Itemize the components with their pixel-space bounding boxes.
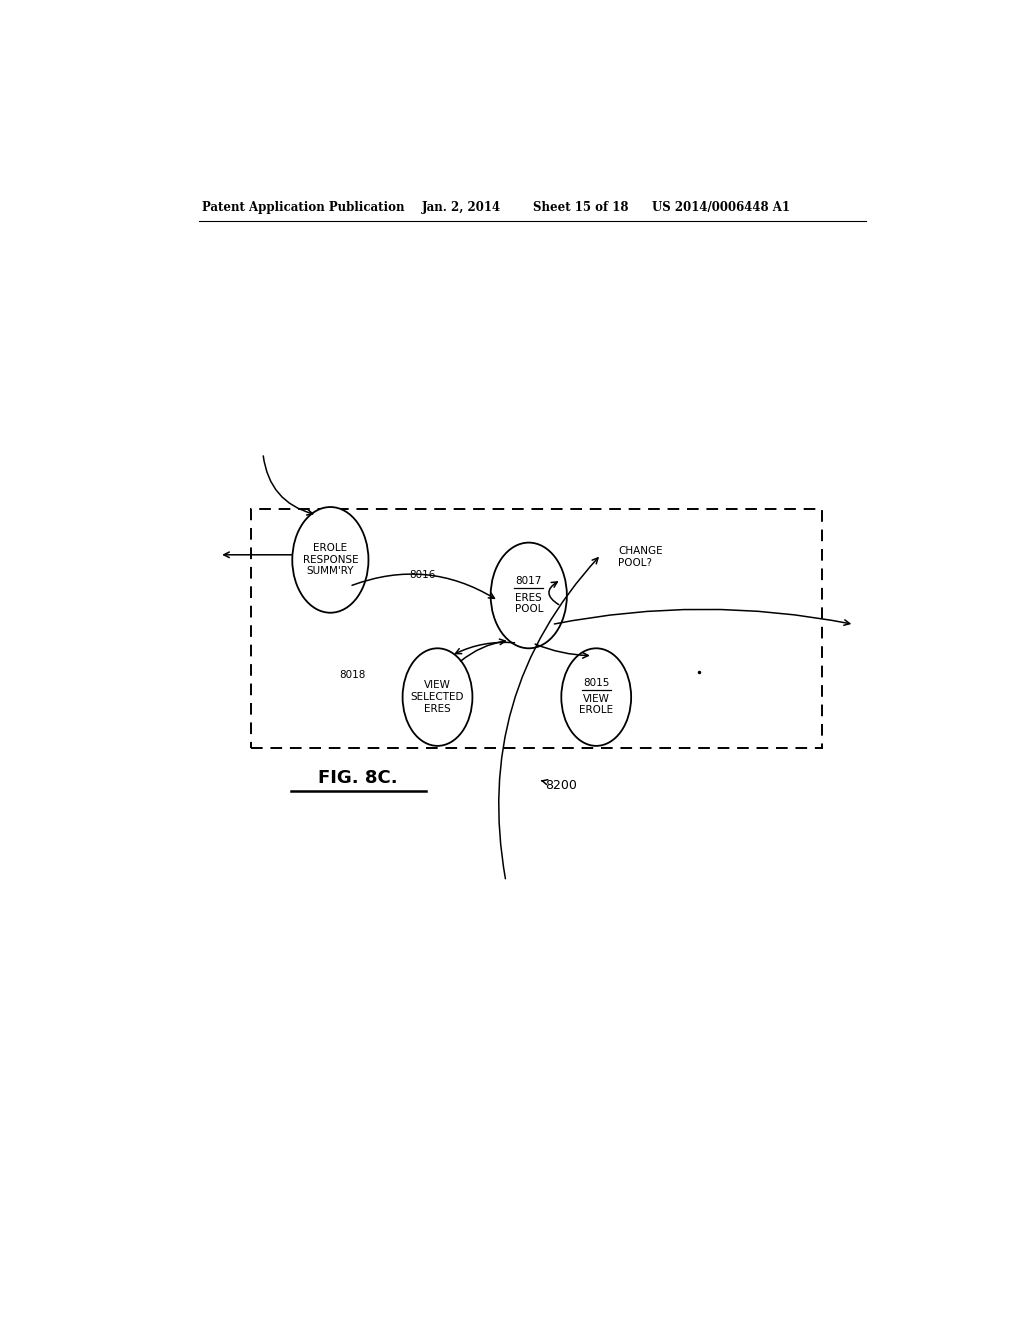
- Text: CHANGE
POOL?: CHANGE POOL?: [618, 546, 664, 568]
- Text: 8017: 8017: [515, 576, 542, 586]
- Text: 8015: 8015: [583, 678, 609, 689]
- Text: FIG. 8C.: FIG. 8C.: [318, 770, 398, 788]
- Ellipse shape: [402, 648, 472, 746]
- Text: Patent Application Publication: Patent Application Publication: [202, 201, 404, 214]
- Text: 8016: 8016: [410, 570, 436, 579]
- Text: 8018: 8018: [340, 669, 367, 680]
- Text: VIEW
SELECTED
ERES: VIEW SELECTED ERES: [411, 681, 464, 714]
- Text: ERES
POOL: ERES POOL: [514, 593, 543, 614]
- Text: US 2014/0006448 A1: US 2014/0006448 A1: [652, 201, 790, 214]
- Ellipse shape: [292, 507, 369, 612]
- Ellipse shape: [561, 648, 631, 746]
- Text: Sheet 15 of 18: Sheet 15 of 18: [532, 201, 629, 214]
- Text: 8200: 8200: [542, 779, 577, 792]
- Ellipse shape: [490, 543, 567, 648]
- Text: EROLE
RESPONSE
SUMM'RY: EROLE RESPONSE SUMM'RY: [302, 544, 358, 577]
- Text: Jan. 2, 2014: Jan. 2, 2014: [422, 201, 501, 214]
- Text: VIEW
EROLE: VIEW EROLE: [580, 693, 613, 715]
- Bar: [251, 510, 822, 748]
